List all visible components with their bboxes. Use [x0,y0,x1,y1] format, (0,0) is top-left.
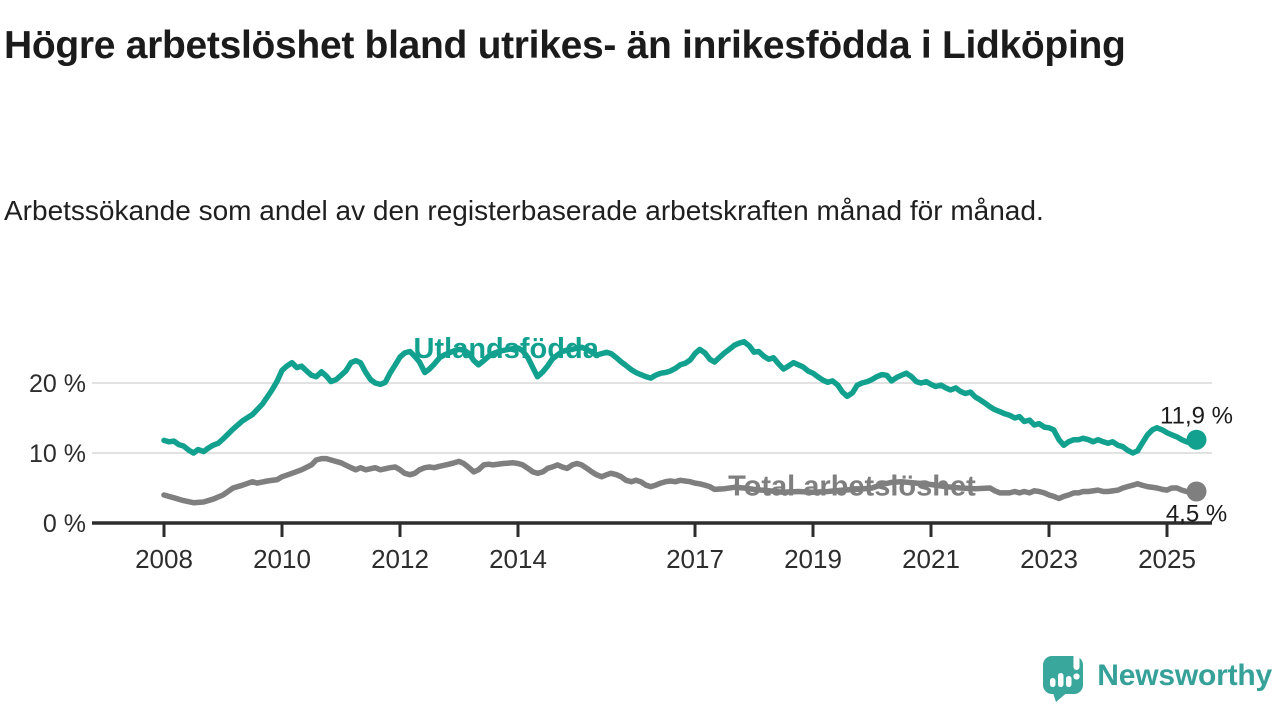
y-tick-label: 10 % [29,440,86,468]
newsworthy-logo: Newsworthy [1041,650,1272,702]
series-end-dot-1 [1186,481,1207,502]
x-tick-label: 2014 [489,544,547,574]
page-subtitle: Arbetssökande som andel av den registerb… [4,195,1044,226]
x-tick-label: 2012 [371,544,429,574]
x-tick-label: 2021 [902,544,960,574]
series-line-0 [161,338,1200,456]
logo-exclamation-icon [1073,651,1080,680]
series-end-value-label-1: 4,5 % [1166,501,1227,528]
x-tick-label: 2010 [253,544,311,574]
series-line-1 [161,455,1200,506]
newsworthy-logo-icon [1043,651,1084,702]
series-end-dot-0 [1186,429,1207,450]
newsworthy-logo-text: Newsworthy [1097,659,1272,692]
series-end-value-label-0: 11,9 % [1160,403,1233,430]
x-tick-label: 2017 [666,544,724,574]
series-name-label-1: Total arbetslöshet [728,471,976,503]
y-tick-label: 0 % [43,510,86,538]
x-tick-label: 2023 [1020,544,1078,574]
page-title: Högre arbetslöshet bland utrikes- än inr… [4,24,1126,67]
y-tick-label: 20 % [29,370,86,398]
x-tick-label: 2019 [784,544,842,574]
x-tick-label: 2025 [1138,544,1196,574]
logo-bars [1050,673,1072,687]
x-tick-label: 2008 [135,544,193,574]
series-name-label-0: Utlandsfödda [414,333,600,365]
